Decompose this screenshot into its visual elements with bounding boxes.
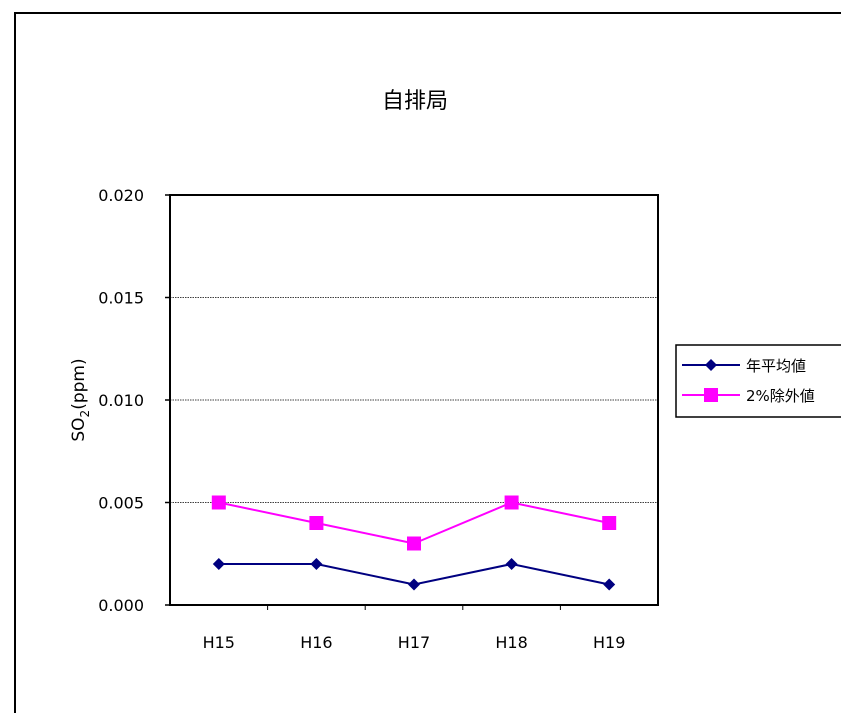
y-axis-labels: 0.000 0.005 0.010 0.015 0.020 bbox=[98, 186, 144, 615]
data-point bbox=[602, 516, 617, 530]
data-point bbox=[408, 578, 420, 591]
series-1 bbox=[212, 558, 616, 591]
data-point bbox=[505, 558, 518, 570]
legend-item: 2%除外値 bbox=[682, 387, 815, 405]
y-axis-title: SO2(ppm) bbox=[69, 358, 92, 441]
y-tick-label: 0.020 bbox=[98, 186, 144, 205]
y-axis-title-subscript: 2 bbox=[78, 410, 92, 418]
data-point bbox=[309, 516, 324, 530]
x-tick-label: H17 bbox=[398, 633, 430, 652]
legend-label: 年平均値 bbox=[746, 357, 806, 375]
legend-marker bbox=[705, 359, 717, 371]
y-axis-ticks bbox=[165, 194, 170, 606]
chart-title: 自排局 bbox=[382, 89, 448, 114]
data-point bbox=[407, 536, 421, 551]
x-tick-label: H15 bbox=[203, 633, 235, 652]
legend-marker bbox=[704, 388, 718, 402]
data-point bbox=[310, 558, 323, 570]
series-2 bbox=[211, 495, 617, 551]
legend-box bbox=[675, 344, 841, 418]
y-tick-label: 0.015 bbox=[98, 289, 144, 308]
x-axis-labels: H15 H16 H17 H18 H19 bbox=[203, 633, 626, 652]
x-tick-label: H18 bbox=[495, 633, 527, 652]
y-tick-label: 0.005 bbox=[98, 494, 144, 513]
legend-label: 2%除外値 bbox=[746, 387, 815, 405]
y-axis-title-main: SO bbox=[69, 417, 89, 441]
gridlines bbox=[170, 297, 658, 503]
series-layer bbox=[211, 495, 617, 591]
y-axis-title-unit: (ppm) bbox=[69, 358, 89, 409]
legend-item: 年平均値 bbox=[682, 357, 806, 375]
data-point bbox=[504, 495, 519, 510]
y-tick-label: 0.010 bbox=[98, 391, 144, 410]
data-point bbox=[211, 495, 226, 510]
data-point bbox=[603, 578, 616, 591]
x-tick-label: H16 bbox=[300, 633, 332, 652]
y-tick-label: 0.000 bbox=[98, 596, 144, 615]
legend-items: 年平均値 2%除外値 bbox=[682, 357, 815, 405]
x-axis-ticks bbox=[267, 605, 561, 610]
data-point bbox=[212, 558, 225, 570]
x-tick-label: H19 bbox=[593, 633, 625, 652]
legend: 年平均値 2%除外値 bbox=[675, 344, 841, 418]
plot-area: H15 H16 H17 H18 H19 0.000 0.005 0.010 0.015 0.02… bbox=[98, 186, 659, 652]
